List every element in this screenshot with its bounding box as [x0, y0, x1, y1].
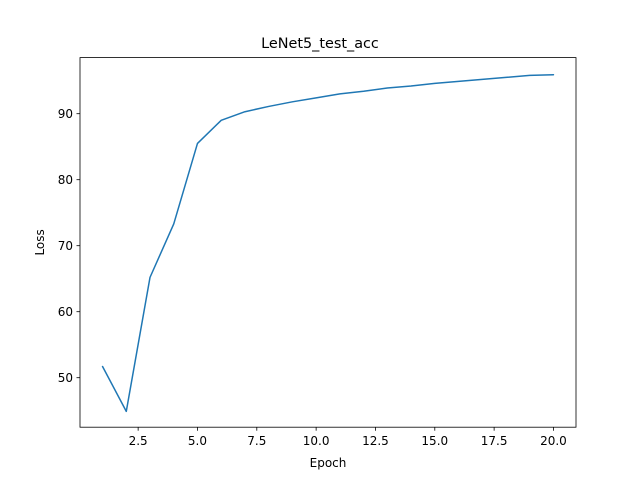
x-tick-label: 5.0 — [188, 434, 207, 448]
y-tick-label: 70 — [58, 239, 73, 253]
x-axis: 2.5 5.0 7.5 10.0 12.5 15.0 17.5 20.0 — [129, 427, 567, 448]
series-layer — [101, 74, 555, 413]
x-tick-label: 12.5 — [362, 434, 389, 448]
x-tick-label: 2.5 — [129, 434, 148, 448]
y-tick-label: 50 — [58, 371, 73, 385]
x-tick-label: 15.0 — [421, 434, 448, 448]
chart-title: LeNet5_test_acc — [261, 36, 379, 52]
y-axis-label: Loss — [33, 229, 47, 255]
y-axis: 50 60 70 80 90 — [58, 107, 80, 385]
y-tick-label: 80 — [58, 173, 73, 187]
x-tick-label: 10.0 — [303, 434, 330, 448]
x-tick-label: 17.5 — [481, 434, 508, 448]
x-tick-label: 20.0 — [540, 434, 567, 448]
series-line-0 — [101, 74, 555, 413]
x-axis-label: Epoch — [310, 456, 347, 470]
x-tick-label: 7.5 — [247, 434, 266, 448]
y-tick-label: 60 — [58, 305, 73, 319]
y-tick-label: 90 — [58, 107, 73, 121]
plot-frame — [79, 57, 577, 428]
